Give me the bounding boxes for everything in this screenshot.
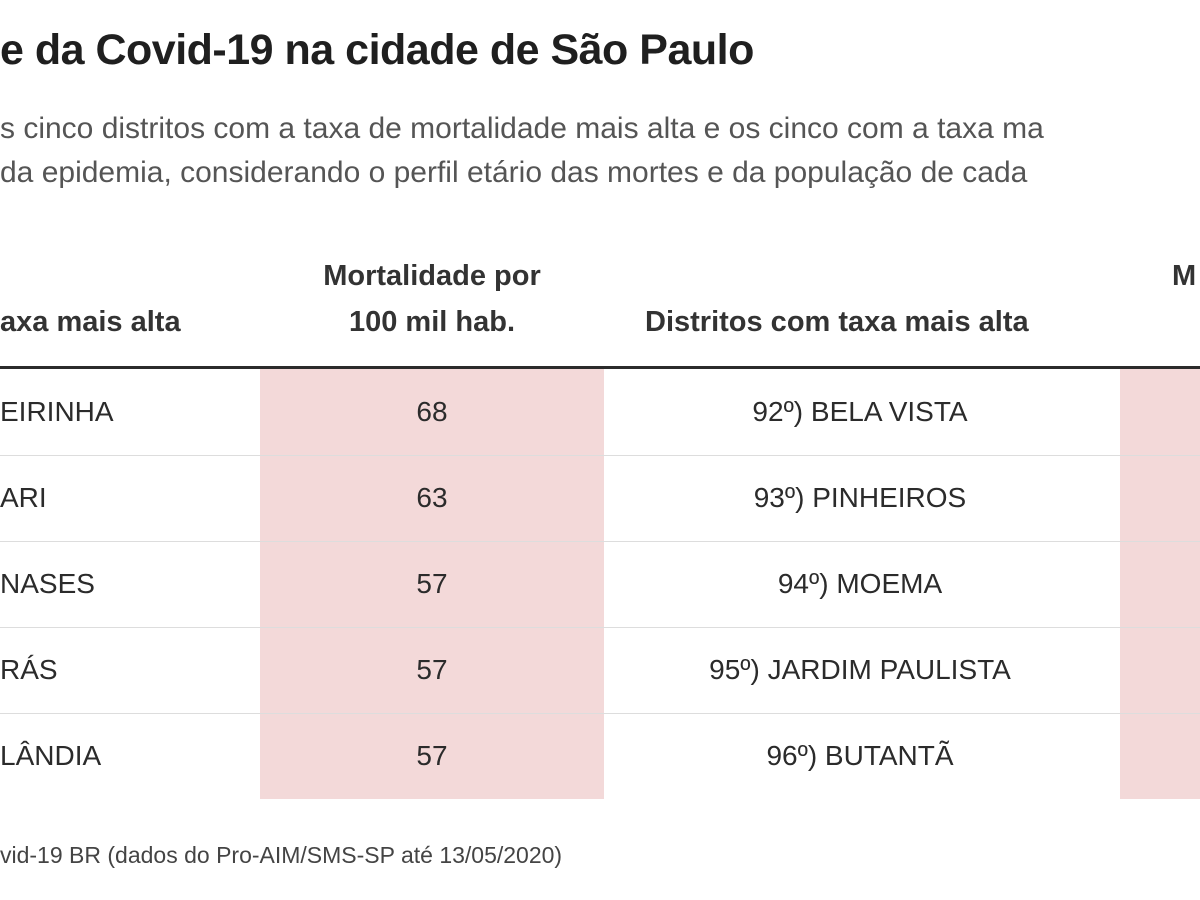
row-separator <box>0 541 1200 542</box>
header-districts-high-right: Distritos com taxa mais alta <box>645 306 1029 338</box>
row-separator <box>0 455 1200 456</box>
header-rate-right: M <box>1172 260 1197 292</box>
header-districts-high-left: axa mais alta <box>0 306 181 338</box>
row-2-rate: 63 <box>416 482 448 513</box>
header-rate-line-1: Mortalidade por <box>323 260 541 292</box>
row-2-district-right: 93º) PINHEIROS <box>753 482 967 513</box>
chart-title: e da Covid-19 na cidade de São Paulo <box>0 26 754 74</box>
row-1-rate: 68 <box>416 396 448 427</box>
row-3-district-left: NASES <box>0 568 95 599</box>
header-rule <box>0 366 1200 369</box>
row-3-rate: 57 <box>416 568 448 599</box>
row-5-district-left: LÂNDIA <box>0 740 102 771</box>
row-4-district-left: RÁS <box>0 654 58 685</box>
row-1-district-left: EIRINHA <box>0 396 114 427</box>
row-separator <box>0 627 1200 628</box>
row-5-rate: 57 <box>416 740 448 771</box>
rate-column-shade-right <box>1120 369 1200 799</box>
row-2-district-left: ARI <box>0 482 47 513</box>
header-rate-line-2: 100 mil hab. <box>348 306 515 338</box>
row-3-district-right: 94º) MOEMA <box>777 568 943 599</box>
row-5-district-right: 96º) BUTANTÃ <box>766 740 954 771</box>
rate-column-shade <box>260 369 604 799</box>
row-1-district-right: 92º) BELA VISTA <box>752 396 968 427</box>
row-4-district-right: 95º) JARDIM PAULISTA <box>709 654 1011 685</box>
subtitle-line-2: da epidemia, considerando o perfil etári… <box>0 156 1028 189</box>
subtitle-line-1: s cinco distritos com a taxa de mortalid… <box>0 112 1044 145</box>
row-4-rate: 57 <box>416 654 448 685</box>
source-note: vid-19 BR (dados do Pro-AIM/SMS-SP até 1… <box>0 842 563 868</box>
row-separator <box>0 713 1200 714</box>
